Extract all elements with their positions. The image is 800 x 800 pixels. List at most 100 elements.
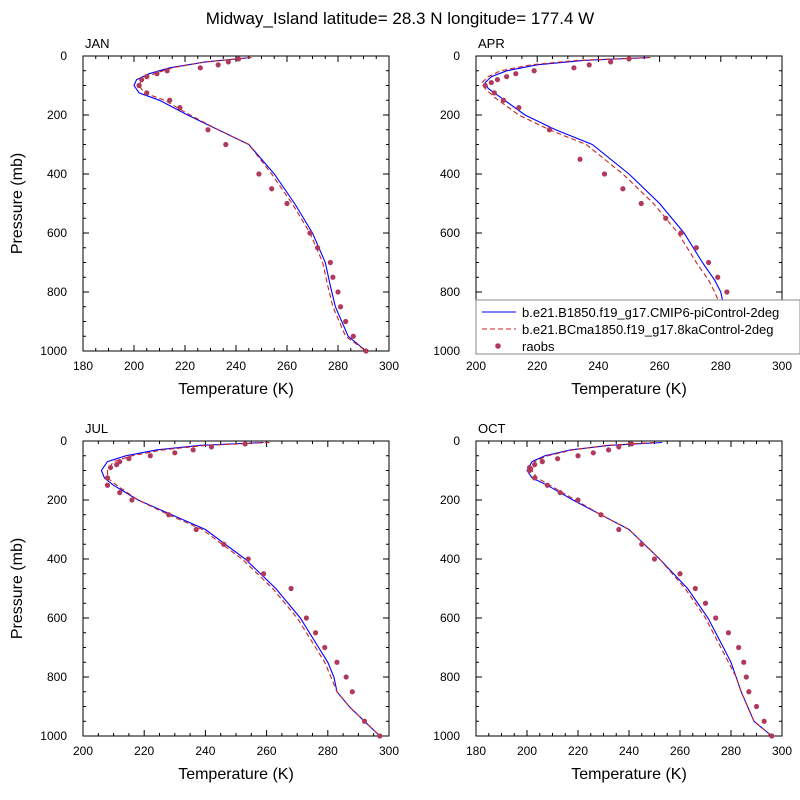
y-tick-label: 0 <box>453 434 460 448</box>
obs-point <box>761 718 767 724</box>
y-tick-label: 600 <box>440 226 460 240</box>
obs-point <box>601 171 608 177</box>
obs-point <box>546 127 553 133</box>
panel-label: APR <box>478 36 505 51</box>
obs-point <box>221 541 227 547</box>
obs-point <box>516 105 522 111</box>
obs-point <box>126 456 132 462</box>
obs-point <box>245 556 251 562</box>
obs-point <box>284 200 290 207</box>
x-tick-label: 220 <box>134 744 154 758</box>
y-tick-label: 1000 <box>40 344 67 358</box>
obs-point <box>531 68 537 74</box>
obs-point <box>330 274 336 280</box>
y-tick-label: 400 <box>47 552 67 566</box>
x-tick-label: 260 <box>650 359 670 373</box>
obs-point <box>651 556 658 562</box>
obs-point <box>692 585 698 592</box>
obs-point <box>377 733 383 739</box>
obs-point <box>107 464 114 471</box>
x-tick-label: 220 <box>527 359 547 373</box>
obs-point <box>482 82 488 89</box>
panel-apr: 200 220 240 260 280 300 0 200 400 600 800 1000 APR Te… <box>433 36 800 398</box>
plot-frame <box>82 440 390 737</box>
obs-point <box>350 333 356 339</box>
obs-point <box>532 475 538 481</box>
obs-point <box>327 259 333 266</box>
legend-entry: b.e21.B1850.f19_g17.CMIP6-piControl-2deg <box>522 305 779 320</box>
y-tick-label: 400 <box>440 167 460 181</box>
x-tick-label: 260 <box>277 359 297 373</box>
y-tick-label: 1000 <box>433 729 460 743</box>
obs-point <box>753 703 760 710</box>
x-axis-label: Temperature (K) <box>178 381 294 398</box>
x-tick-label: 180 <box>73 359 93 373</box>
obs-point <box>312 630 319 636</box>
model1-line <box>526 441 773 737</box>
obs-point <box>500 97 507 103</box>
x-tick-label: 220 <box>568 744 588 758</box>
obs-point <box>343 674 349 680</box>
obs-point <box>343 318 349 325</box>
obs-point <box>235 56 242 62</box>
x-tick-label: 200 <box>466 359 486 373</box>
figure-title: Midway_Island latitude= 28.3 N longitude… <box>206 9 594 28</box>
obs-point <box>575 497 581 503</box>
obs-point <box>288 585 294 592</box>
x-tick-label: 300 <box>772 359 792 373</box>
obs-point <box>488 79 494 86</box>
obs-point <box>736 644 742 651</box>
obs-point <box>172 450 178 456</box>
obs-point <box>557 490 563 496</box>
obs-point <box>322 644 328 651</box>
obs-point <box>361 718 368 724</box>
obs-point <box>769 733 775 739</box>
obs-point <box>215 62 221 68</box>
x-tick-label: 240 <box>195 744 215 758</box>
model1-line <box>100 441 381 737</box>
obs-point <box>616 526 622 533</box>
panel-label: OCT <box>478 421 506 436</box>
y-tick-label: 200 <box>47 108 67 122</box>
x-tick-label: 240 <box>619 744 639 758</box>
x-tick-label: 220 <box>175 359 195 373</box>
obs-point <box>177 105 183 111</box>
obs-point <box>260 571 267 577</box>
obs-point <box>715 274 721 280</box>
obs-point <box>225 59 231 65</box>
x-tick-label: 260 <box>670 744 690 758</box>
x-tick-label: 300 <box>379 744 399 758</box>
y-tick-label: 400 <box>440 552 460 566</box>
obs-point <box>167 97 173 103</box>
obs-point <box>555 456 561 462</box>
obs-point <box>117 490 123 496</box>
panels: 180 200 220 240 260 280 300 0 200 400 600 800 1000 JA… <box>9 36 800 783</box>
obs-point <box>269 186 275 192</box>
obs-point <box>626 56 632 62</box>
obs-point <box>590 450 596 456</box>
obs-point <box>678 230 684 236</box>
obs-point <box>571 65 577 71</box>
y-tick-label: 600 <box>440 611 460 625</box>
obs-point <box>663 215 669 221</box>
obs-point <box>104 482 111 488</box>
obs-point <box>193 526 199 533</box>
x-tick-label: 180 <box>466 744 486 758</box>
obs-point <box>223 141 229 148</box>
plot-frame <box>475 440 783 737</box>
y-tick-label: 800 <box>47 285 67 299</box>
obs-point <box>746 689 752 695</box>
y-tick-label: 1000 <box>40 729 67 743</box>
obs-point <box>677 571 683 577</box>
panel-oct: 180 200 220 240 260 280 300 0 200 400 600 800 1000 OC… <box>433 421 792 783</box>
x-tick-label: 240 <box>588 359 608 373</box>
legend: b.e21.B1850.f19_g17.CMIP6-piControl-2deg… <box>475 299 800 355</box>
model2-line <box>106 441 381 737</box>
obs-point <box>702 600 709 606</box>
obs-point <box>504 74 510 80</box>
panel-label: JAN <box>85 36 110 51</box>
obs-point <box>335 289 341 295</box>
x-tick-label: 200 <box>517 744 537 758</box>
obs-point <box>491 90 497 96</box>
obs-point <box>315 245 321 251</box>
